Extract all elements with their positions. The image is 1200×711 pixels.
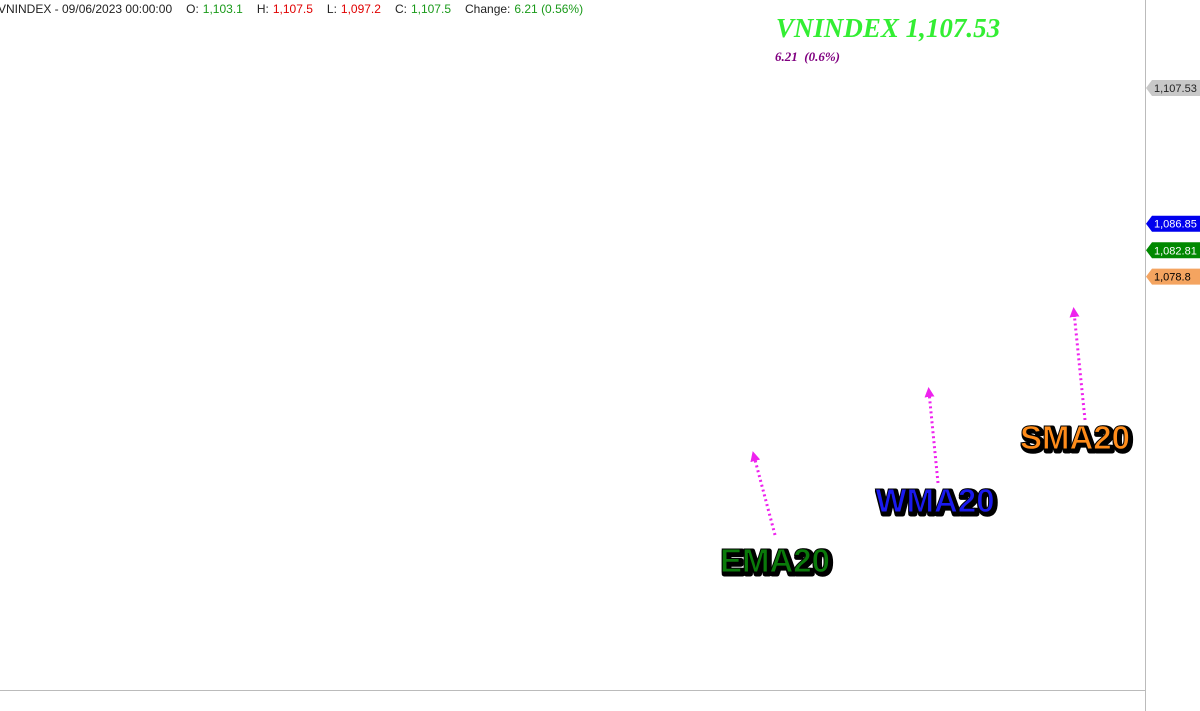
header-field-value: 1,107.5: [273, 2, 313, 16]
header-field-label: O:: [186, 2, 199, 16]
annotation: SMA20: [1020, 419, 1130, 456]
annotation-shadow: SMA20: [1022, 421, 1132, 458]
header-field-value: 1,103.1: [203, 2, 243, 16]
header-field-label: Change:: [465, 2, 510, 16]
header-field-label: L:: [327, 2, 337, 16]
annotation-arrows: [750, 307, 1087, 536]
header: VNINDEX - 09/06/2023 00:00:00 O: 1,103.1 H:…: [0, 2, 583, 16]
header-field-label: H:: [257, 2, 269, 16]
annotation-shadow: WMA20: [877, 484, 996, 521]
series-value-tag: 1,086.85: [1154, 219, 1197, 231]
arrow: [924, 387, 940, 484]
annotation-shadow: EMA20: [722, 544, 832, 581]
series-value-tag: 1,078.8: [1154, 272, 1191, 284]
arrow: [750, 451, 777, 536]
last-price-tag: 1,107.53: [1154, 83, 1197, 95]
header-field-value: 6.21 (0.56%): [514, 2, 583, 16]
price-tags: 1,107.53 1,086.85 1,082.81 1,078.8: [1146, 80, 1200, 285]
header-symbol: VNINDEX - 09/06/2023 00:00:00: [0, 2, 172, 16]
series-value-tag: 1,082.81: [1154, 245, 1197, 257]
header-field-value: 1,097.2: [341, 2, 381, 16]
series-value-tag-shape: [1146, 242, 1200, 259]
arrow: [1069, 307, 1087, 421]
header-field-label: C:: [395, 2, 407, 16]
chart-subtitle: 6.21 (0.6%): [775, 49, 840, 64]
chart-title: VNINDEX 1,107.53: [776, 13, 1000, 43]
series-value-tag-shape: [1146, 215, 1200, 232]
last-price-tag-shape: [1146, 80, 1200, 97]
annotation: EMA20: [720, 542, 830, 579]
header-field-value: 1,107.5: [411, 2, 451, 16]
series-value-tag-shape: [1146, 268, 1200, 285]
annotation: WMA20: [875, 482, 994, 519]
